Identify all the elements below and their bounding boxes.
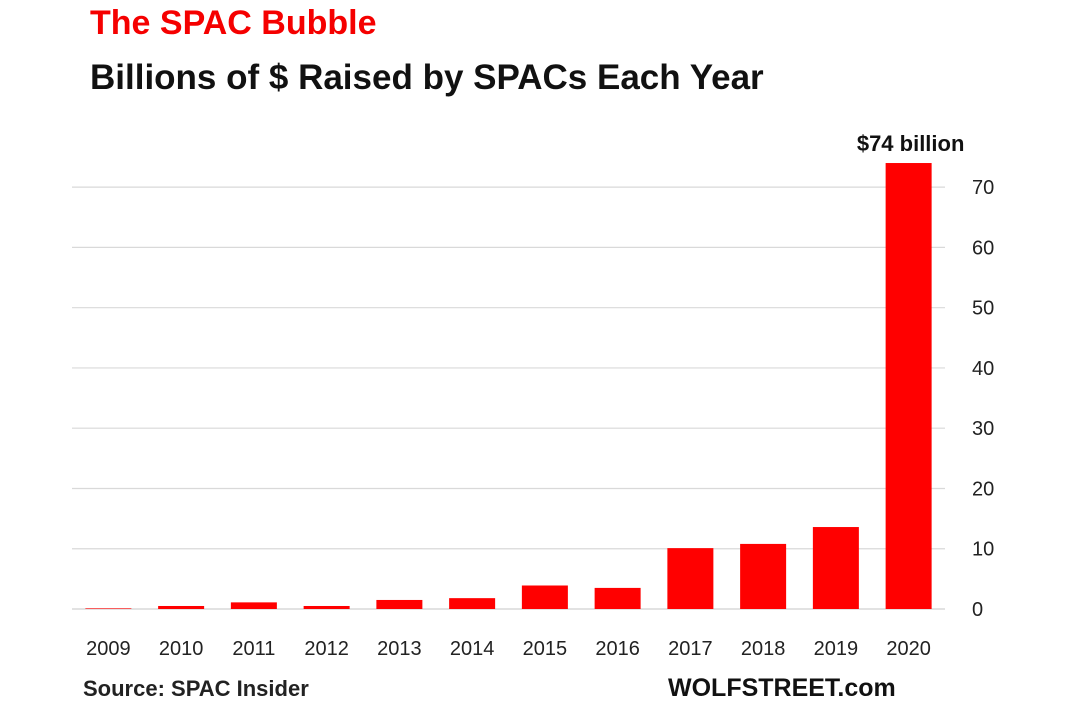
y-tick-label: 20 <box>972 478 994 500</box>
y-axis-labels: 0 10 20 30 40 50 60 70 <box>972 177 994 621</box>
y-tick-label: 70 <box>972 177 994 199</box>
y-tick-label: 0 <box>972 599 983 621</box>
bar-annotation: $74 billion <box>857 131 965 156</box>
brand-logo-text: WOLFSTREET.com <box>668 674 896 702</box>
chart-kicker: The SPAC Bubble <box>90 4 377 42</box>
bars <box>85 163 932 609</box>
source-note: Source: SPAC Insider <box>83 676 309 701</box>
bar <box>303 605 350 609</box>
x-tick-label: 2015 <box>523 638 568 660</box>
x-tick-label: 2019 <box>814 638 859 660</box>
bar <box>667 548 714 609</box>
x-tick-label: 2009 <box>86 638 131 660</box>
x-tick-label: 2010 <box>159 638 204 660</box>
gridlines <box>72 186 945 610</box>
annotations: $74 billion <box>857 131 965 156</box>
x-tick-label: 2012 <box>304 638 349 660</box>
x-tick-label: 2017 <box>668 638 713 660</box>
bar <box>885 163 932 609</box>
bar <box>740 543 787 609</box>
bar <box>449 598 496 609</box>
y-tick-label: 40 <box>972 358 994 380</box>
y-tick-label: 60 <box>972 237 994 259</box>
bar <box>85 608 132 609</box>
y-tick-label: 10 <box>972 539 994 561</box>
x-axis-labels: 2009 2010 2011 2012 2013 2014 2015 2016 2017 2018… <box>86 638 931 660</box>
y-tick-label: 50 <box>972 298 994 320</box>
bar <box>230 602 277 609</box>
x-tick-label: 2014 <box>450 638 495 660</box>
x-tick-label: 2011 <box>232 638 275 660</box>
y-tick-label: 30 <box>972 418 994 440</box>
chart-title: Billions of $ Raised by SPACs Each Year <box>90 58 764 97</box>
x-tick-label: 2018 <box>741 638 786 660</box>
bar <box>812 527 859 609</box>
bar <box>158 605 205 609</box>
bar <box>594 587 641 609</box>
bar <box>521 585 568 609</box>
x-tick-label: 2020 <box>886 638 931 660</box>
bar <box>376 599 423 609</box>
x-tick-label: 2016 <box>595 638 640 660</box>
x-tick-label: 2013 <box>377 638 422 660</box>
